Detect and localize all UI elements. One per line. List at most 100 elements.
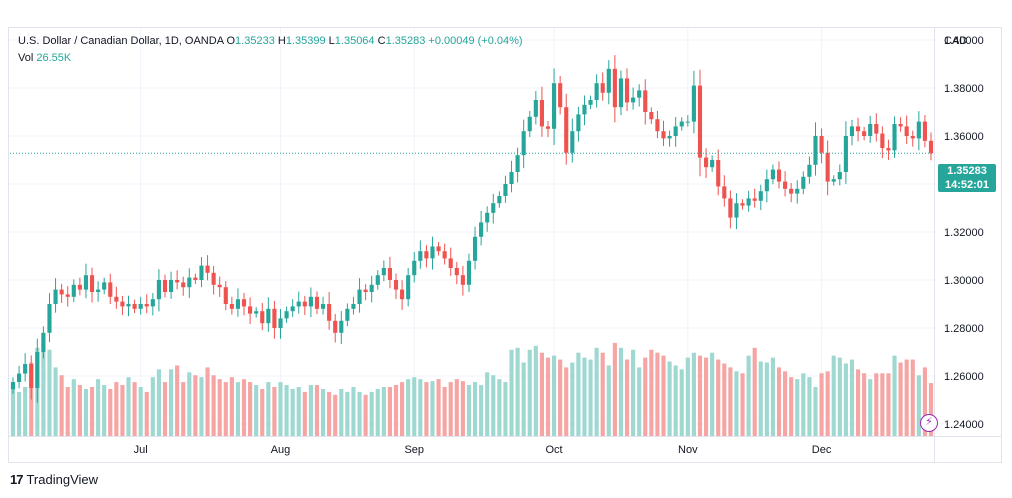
volume-bar [400, 382, 405, 436]
high-value: 1.35399 [285, 35, 326, 47]
volume-bar [217, 379, 222, 436]
volume-bar [138, 387, 143, 436]
x-tick-label: Oct [546, 444, 563, 456]
candle-body [412, 260, 417, 276]
x-tick-label: Aug [271, 444, 291, 456]
volume-bar [497, 379, 502, 436]
candle-body [776, 169, 782, 182]
candle-body [618, 78, 624, 108]
price-axis[interactable]: 1.400001.380001.360001.340001.320001.300… [944, 35, 984, 431]
candle-body [862, 131, 867, 136]
candle-body [138, 304, 143, 309]
volume-bar [539, 352, 544, 436]
candle-body [150, 299, 155, 307]
candle-body [576, 114, 581, 132]
candle-body [436, 246, 441, 252]
candle-body [448, 258, 453, 268]
candle-body [819, 136, 824, 153]
candle-body [381, 268, 386, 276]
candle-body [868, 124, 873, 136]
volume-bar [874, 373, 879, 436]
candle-body [89, 275, 95, 292]
y-tick-label: 1.26000 [944, 371, 984, 383]
candle-body [558, 83, 563, 108]
volume-bar [868, 379, 873, 436]
volume-bar [789, 377, 794, 436]
candle-body [65, 294, 70, 297]
volume-bar [576, 352, 581, 436]
candle-body [375, 275, 380, 285]
y-tick-label: 1.36000 [944, 131, 984, 143]
candle-body [387, 268, 392, 280]
candle-body [649, 112, 654, 120]
volume-bar [849, 359, 855, 436]
volume-bar [649, 349, 654, 436]
candle-body [41, 332, 46, 352]
volume-bar [904, 359, 909, 436]
candle-body [320, 304, 326, 309]
candle-body [400, 289, 405, 300]
volume-bar [618, 347, 624, 436]
candle-body [418, 251, 423, 261]
volume-bar [120, 385, 125, 436]
volume-bar [716, 359, 721, 436]
volume-bar [96, 379, 101, 436]
symbol-title[interactable]: U.S. Dollar / Canadian Dollar, 1D, OANDA [18, 35, 224, 47]
candle-body [491, 203, 496, 213]
volume-bar [485, 372, 490, 436]
volume-bar [387, 387, 392, 436]
candle-body [691, 85, 696, 122]
candle-body [825, 152, 830, 182]
candle-body [35, 352, 40, 388]
close-value: 1.35283 [385, 35, 426, 47]
candle-body [582, 104, 587, 115]
candle-body [59, 289, 64, 295]
volume-bar [211, 375, 216, 436]
candle-body [509, 172, 514, 184]
candle-body [661, 131, 666, 139]
flash-icon[interactable]: ⚡ [920, 414, 938, 432]
volume-bar [333, 394, 338, 436]
candle-body [916, 121, 921, 139]
y-tick-label: 1.30000 [944, 275, 984, 287]
volume-bar [266, 382, 271, 436]
footer-brand[interactable]: 17 TradingView [10, 472, 98, 487]
volume-bar [558, 359, 563, 436]
volume-bar [381, 387, 386, 436]
volume-bar [53, 367, 58, 436]
volume-bar [922, 367, 927, 436]
volume-bar [795, 379, 800, 436]
candle-body [740, 203, 745, 206]
candle-body [752, 198, 757, 201]
candle-body [442, 251, 447, 259]
volume-bar [624, 359, 630, 436]
candle-body [17, 373, 22, 382]
candle-body [430, 246, 435, 259]
volume-bar [41, 342, 46, 436]
volume-bar [241, 379, 247, 436]
candle-body [746, 198, 751, 206]
close-label: C [377, 35, 386, 47]
x-tick-label: Dec [812, 444, 832, 456]
candle-body [472, 236, 478, 261]
volume-bar [667, 361, 672, 436]
candle-body [789, 188, 794, 194]
volume-bar [916, 375, 921, 436]
volume-label[interactable]: Vol [18, 52, 34, 64]
time-axis[interactable]: Jul Aug Sep Oct Nov Dec [134, 444, 832, 456]
volume-bar [454, 379, 459, 436]
candle-body [503, 184, 508, 196]
volume-bar [156, 369, 161, 436]
candle-body [855, 126, 861, 132]
currency-unit[interactable]: CAD [944, 35, 968, 47]
volume-bar [327, 391, 332, 436]
x-tick-label: Jul [134, 444, 148, 456]
candle-body [278, 318, 283, 328]
volume-bar [187, 372, 192, 436]
volume-bar [697, 355, 703, 436]
volume-bar [819, 373, 824, 436]
volume-legend: Vol 26.55K [18, 52, 71, 64]
candle-body [722, 186, 727, 199]
candle-body [552, 83, 557, 129]
